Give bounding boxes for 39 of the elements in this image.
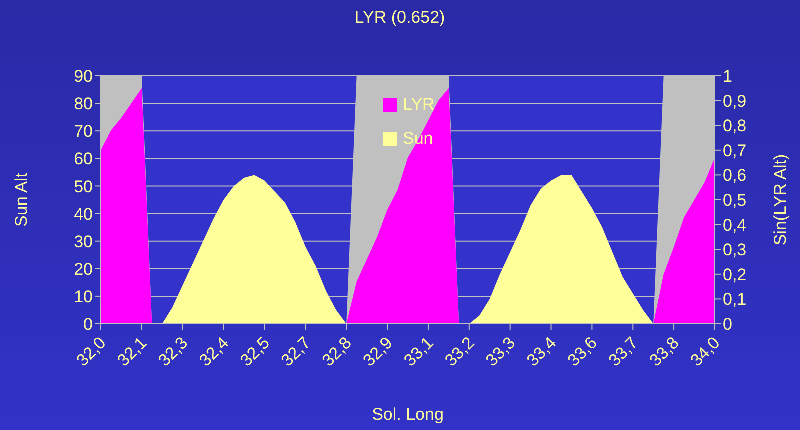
x-tick-label: 32,8 (318, 333, 356, 370)
x-tick-label: 32,9 (360, 333, 396, 370)
y-tick-label: 10 (74, 287, 93, 306)
x-tick-label: 32,1 (114, 333, 151, 370)
x-tick-label: 34,0 (686, 333, 724, 370)
x-axis-title: Sol. Long (372, 405, 444, 424)
x-tick-label: 33,4 (523, 333, 560, 370)
y2-tick-label: 0,3 (723, 240, 747, 260)
y-tick-label: 20 (74, 260, 93, 279)
x-tick-label: 33,2 (441, 333, 478, 370)
y2-tick-label: 0,8 (723, 116, 747, 136)
chart-title: LYR (0.652) (354, 8, 446, 28)
y2-tick-label: 0 (723, 315, 732, 334)
x-tick-label: 33,6 (564, 333, 602, 370)
y-tick-label: 70 (74, 122, 93, 142)
y2-axis-title: Sin(LYR Alt) (771, 154, 790, 246)
x-tick-label: 33,8 (646, 333, 683, 370)
y-axis-title: Sun Alt (12, 172, 32, 227)
x-tick-label: 33,1 (400, 333, 438, 370)
legend-label: LYR (403, 95, 435, 115)
y-tick-label: 60 (74, 150, 93, 169)
x-tick-label: 33,3 (482, 333, 520, 370)
y2-tick-label: 0,4 (723, 216, 747, 235)
y2-tick-label: 0,1 (723, 290, 747, 310)
y-tick-label: 0 (84, 315, 93, 334)
y2-tick-label: 0,9 (723, 92, 747, 111)
y-tick-label: 80 (74, 94, 93, 114)
y2-tick-label: 1 (723, 67, 732, 86)
y-tick-label: 30 (74, 232, 93, 252)
x-tick-label: 32,3 (154, 333, 192, 370)
y-tick-label: 90 (74, 67, 93, 86)
y2-tick-label: 0,6 (723, 166, 747, 186)
x-tick-label: 32,0 (72, 333, 110, 370)
y-tick-label: 40 (74, 204, 93, 224)
y2-tick-label: 0,2 (723, 265, 747, 284)
y-tick-label: 50 (74, 177, 93, 196)
y2-tick-label: 0,5 (723, 191, 747, 210)
y2-tick-label: 0,7 (723, 141, 747, 160)
x-tick-label: 32,4 (196, 333, 233, 370)
